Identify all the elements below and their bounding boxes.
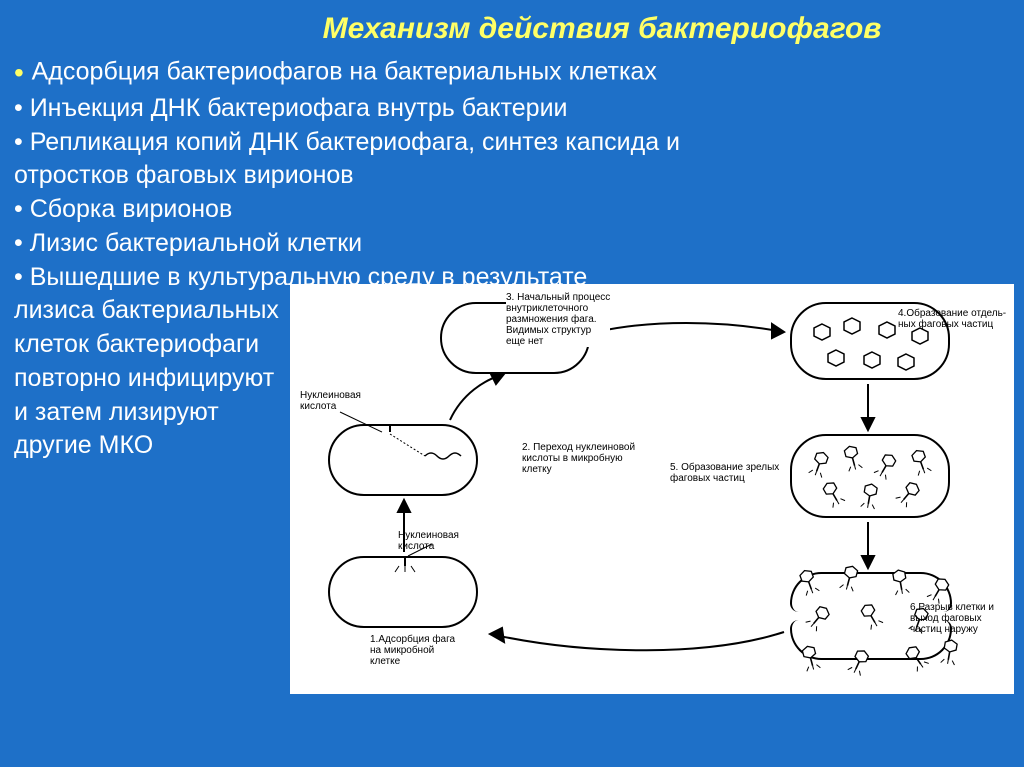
text-line: другие МКО xyxy=(14,429,294,463)
diagram-label-nk2: Нуклеиновая кислота xyxy=(300,390,361,412)
bullet-dot: • xyxy=(14,94,30,122)
bullet-text: отростков фаговых вирионов xyxy=(14,159,1010,193)
text-line: лизиса бактериальных xyxy=(14,294,294,328)
diagram-label-1: 1.Адсорбция фага на микробной клетке xyxy=(370,634,455,667)
bullet-dot: • xyxy=(14,263,30,291)
injection-icon xyxy=(330,426,480,498)
bullet-text: Адсорбция бактериофагов на бактериальных… xyxy=(32,58,657,86)
bullet-list: • Адсорбция бактериофагов на бактериальн… xyxy=(0,54,1024,294)
cell-stage-5 xyxy=(790,434,950,518)
diagram-label-4: 4.Образование отдель- ных фаговых частиц xyxy=(898,308,1006,330)
text-line: повторно инфицируют xyxy=(14,362,294,396)
bullet-dot: • xyxy=(14,195,30,223)
lower-region: лизиса бактериальных клеток бактериофаги… xyxy=(0,294,1024,694)
page-title: Механизм действия бактериофагов xyxy=(0,0,1024,54)
bullet-dot: • xyxy=(14,229,30,257)
diagram-label-nk1: Нуклеиновая кислота xyxy=(398,530,459,552)
cell-stage-2 xyxy=(328,424,478,496)
diagram-label-6: 6.Разрыв клетки и выход фаговых частиц н… xyxy=(910,602,994,635)
diagram-label-2: 2. Переход нуклеиновой кислоты в микробн… xyxy=(522,442,635,475)
bullet-dot: • xyxy=(14,128,30,156)
phage-icon xyxy=(330,558,480,630)
cell-stage-1 xyxy=(328,556,478,628)
text-line: и затем лизируют xyxy=(14,396,294,430)
diagram-label-5: 5. Образование зрелых фаговых частиц xyxy=(670,462,779,484)
continuation-text: лизиса бактериальных клеток бактериофаги… xyxy=(14,294,294,463)
bullet-text: Сборка вирионов xyxy=(30,195,233,223)
bullet-text: Репликация копий ДНК бактериофага, синте… xyxy=(30,128,680,156)
lifecycle-diagram: 1.Адсорбция фага на микробной клетке Нук… xyxy=(290,284,1014,694)
bullet-text: Лизис бактериальной клетки xyxy=(30,229,362,257)
bullet-dot: • xyxy=(14,57,32,88)
bullet-text: Инъекция ДНК бактериофага внутрь бактери… xyxy=(30,94,568,122)
mature-phages-icon xyxy=(792,436,952,520)
text-line: клеток бактериофаги xyxy=(14,328,294,362)
diagram-label-3: 3. Начальный процесс внутриклеточного ра… xyxy=(506,292,610,347)
